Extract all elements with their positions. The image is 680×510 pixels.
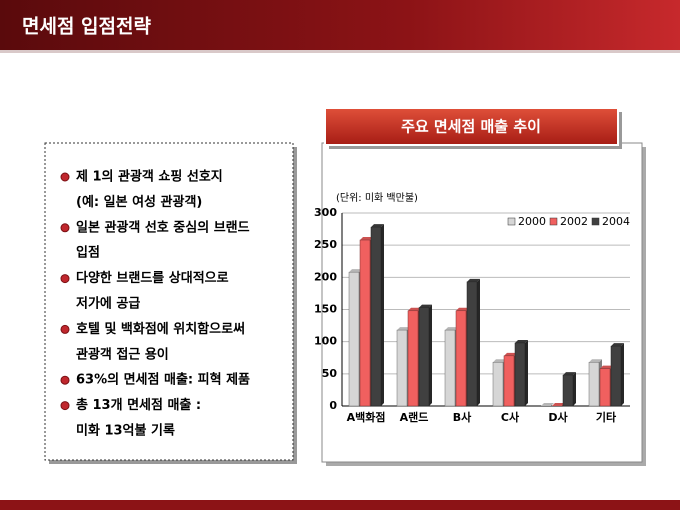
x-tick-label: A백화점 [347,410,386,424]
bar-top [408,307,421,311]
bar [396,329,408,407]
bar-top [371,224,384,228]
bar-top [397,327,410,331]
bar [348,271,360,407]
x-tick-label: 기타 [596,410,617,424]
bullet-text: 저가에 공급 [76,296,140,312]
bullet-text: 총 13개 면세점 매출 : [76,397,201,413]
y-tick-label: 250 [314,238,337,251]
bar-side [573,372,576,406]
bullet-text: 미화 13억불 기록 [76,423,175,439]
bar-top [467,278,480,282]
bar-top [611,343,624,347]
bullet-text: 입점 [76,246,100,261]
slide-title: 면세점 입점전략 [22,16,151,38]
y-tick-label: 100 [314,335,337,348]
legend-label: 2000 [518,215,546,228]
banner [324,107,619,146]
bullet-dot [60,375,70,385]
legend-swatch [549,217,558,226]
bar [492,362,504,407]
bar-side [381,224,384,406]
x-tick-label: C사 [501,410,520,424]
bar [562,374,574,407]
footer-bar [0,500,680,510]
bar [514,342,526,407]
bullet-text: (예: 일본 여성 관광객) [76,194,202,210]
y-tick-label: 300 [314,206,337,219]
panel-title: 주요 면세점 매출 추이 [401,118,541,136]
y-tick-label: 150 [314,303,337,316]
bar [599,368,611,407]
bar [407,310,419,407]
bar [503,355,515,407]
header-rule [0,50,680,53]
bar [588,362,600,407]
legend-swatch [507,217,516,226]
legend-label: 2004 [602,215,630,228]
bar-side [525,339,528,406]
bar [610,345,622,407]
bullet-text: 일본 관광객 선호 중심의 브랜드 [76,219,250,235]
bullet-text: 63%의 면세점 매출: 피혁 제품 [76,372,250,388]
bullet-list: 제 1의 관광객 쇼핑 선호지 (예: 일본 여성 관광객) 일본 관광객 선호 중… [60,169,250,439]
bullet-text: 다양한 브랜드를 상대적으로 [76,270,229,286]
bar [418,307,430,407]
y-tick-label: 0 [329,399,337,412]
x-tick-label: D사 [548,410,568,424]
legend-label: 2002 [560,215,588,228]
bullet-dot [60,172,70,182]
bar-top [504,352,517,356]
bullet-dot [60,274,70,284]
bar [444,329,456,407]
bullet-text: 관광객 접근 용이 [76,346,169,362]
y-tick-label: 50 [322,367,338,380]
bullet-box [44,142,294,461]
bar-side [621,343,624,406]
bar-side [477,278,480,406]
bar-top [456,307,469,311]
bar [466,281,478,407]
bullet-text: 호텔 및 백화점에 위치함으로써 [76,321,245,337]
x-tick-label: B사 [453,410,472,424]
bar-top [445,327,458,331]
bar-top [419,304,432,308]
bullet-dot [60,401,70,411]
chart-subtitle: (단위: 미화 백만불) [336,191,418,204]
legend-swatch [591,217,600,226]
bar-top [349,269,362,273]
bullet-dot [60,324,70,334]
header-bar [0,0,680,50]
bar-top [493,359,506,363]
bar-top [589,359,602,363]
bar-top [515,339,528,343]
x-tick-label: A랜드 [400,410,429,424]
bar [359,239,371,407]
bar-top [360,237,373,241]
bar-side [429,304,432,406]
bar [455,310,467,407]
bar-top [541,403,554,406]
bar-top [563,372,576,376]
bar [370,226,382,407]
bullet-text: 제 1의 관광객 쇼핑 선호지 [76,169,223,185]
y-tick-label: 200 [314,270,337,283]
bar-top [600,365,613,369]
bullet-dot [60,223,70,233]
bar-top [552,403,565,406]
